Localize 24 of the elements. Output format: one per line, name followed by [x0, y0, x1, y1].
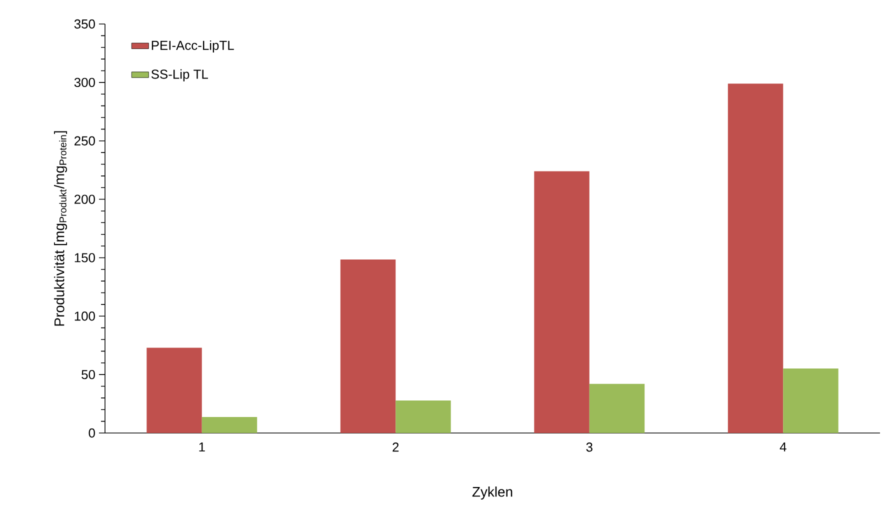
- bar: [783, 368, 838, 433]
- y-tick-label: 0: [88, 428, 95, 438]
- y-tick-label: 100: [74, 312, 95, 321]
- y-tick-label: 300: [74, 78, 95, 88]
- y-tick-label: 350: [74, 19, 95, 29]
- y-tick-label: 150: [74, 253, 95, 262]
- bar: [728, 84, 784, 433]
- bar: [202, 416, 258, 433]
- x-axis-title: Zyklen: [472, 486, 512, 500]
- legend-label: PEI-Acc-LipTL: [152, 40, 234, 53]
- bar: [146, 348, 202, 433]
- y-axis-title: Produktivität [mg$_{Produkt}$/mg$_{Protein}$]: [54, 131, 68, 326]
- x-tick-label: 4: [780, 442, 786, 452]
- bar: [534, 171, 590, 433]
- legend-label: SS-Lip TL: [151, 69, 208, 82]
- y-tick-label: 250: [74, 136, 95, 146]
- x-tick-label: 2: [392, 442, 399, 452]
- y-tick-label: 50: [82, 370, 95, 380]
- x-tick-label: 1: [199, 442, 205, 452]
- bar: [396, 400, 451, 433]
- x-tick-label: 3: [586, 442, 592, 452]
- bar: [589, 384, 645, 433]
- y-tick-label: 200: [74, 194, 95, 204]
- bar: [340, 259, 396, 433]
